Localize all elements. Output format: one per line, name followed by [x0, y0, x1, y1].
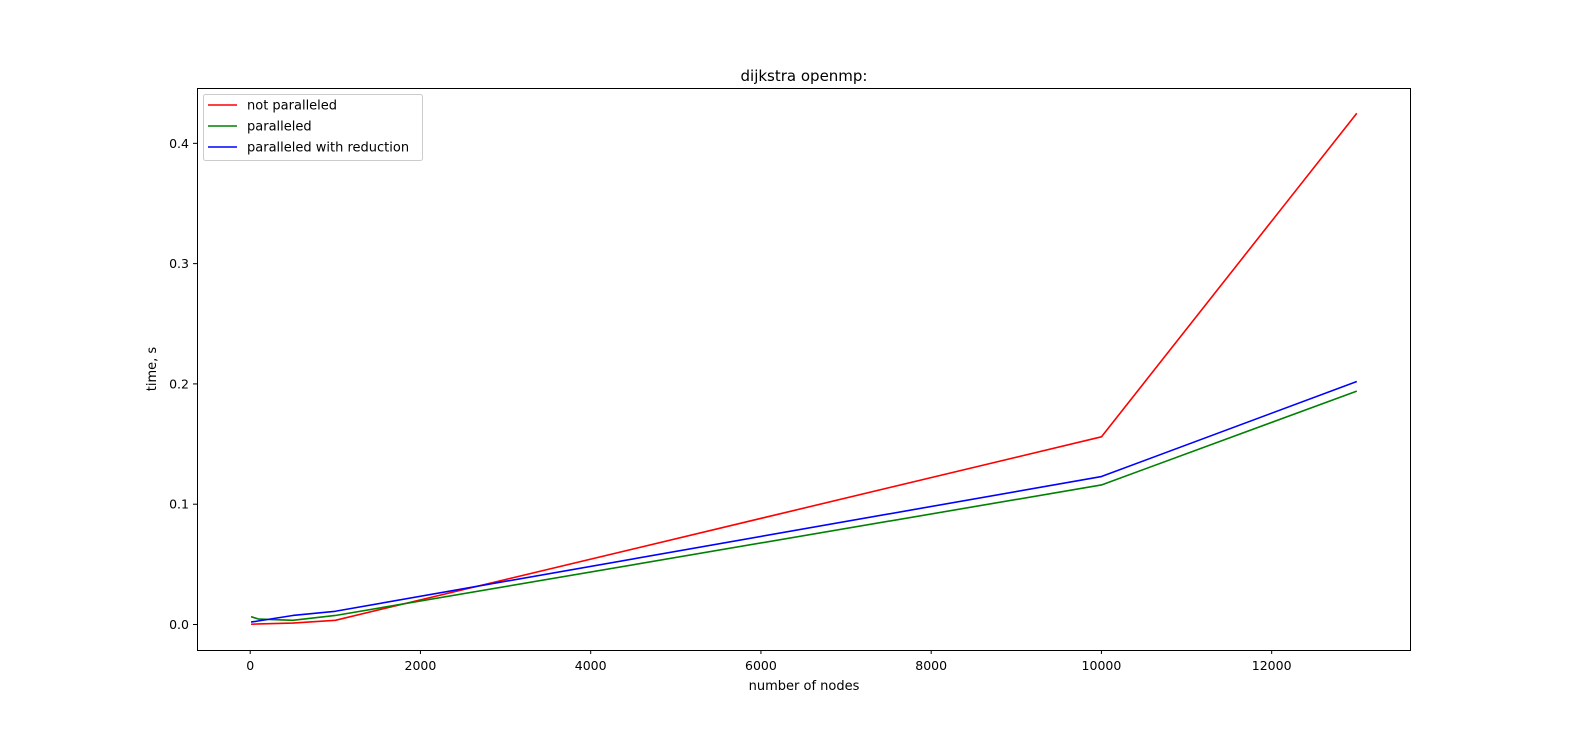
chart-title: dijkstra openmp: [741, 67, 868, 85]
legend-label-2: paralleled with reduction [247, 141, 409, 156]
legend-box [203, 94, 423, 161]
y-tick-label: 0.0 [169, 617, 189, 632]
x-tick-label: 4000 [575, 658, 607, 673]
x-tick-label: 12000 [1252, 658, 1292, 673]
y-axis: 0.0 0.1 0.2 0.3 0.4 [169, 136, 197, 632]
x-axis: 0 2000 4000 6000 8000 10000 12000 [246, 650, 1292, 673]
x-tick-label: 2000 [405, 658, 437, 673]
y-tick-label: 0.1 [169, 497, 189, 512]
x-tick-label: 10000 [1082, 658, 1122, 673]
plot-frame [197, 88, 1411, 651]
y-tick-label: 0.4 [169, 136, 189, 151]
x-axis-label: number of nodes [749, 679, 860, 694]
y-axis-label: time, s [145, 347, 160, 392]
legend-label-0: not paralleled [247, 99, 337, 114]
y-tick-label: 0.2 [169, 376, 189, 391]
x-tick-label: 8000 [915, 658, 947, 673]
legend: not paralleled paralleled paralleled with … [203, 94, 423, 161]
series-layer [250, 112, 1358, 626]
series-line-1 [250, 390, 1358, 622]
x-tick-label: 6000 [745, 658, 777, 673]
series-line-0 [251, 112, 1358, 626]
legend-label-1: paralleled [247, 120, 312, 135]
y-tick-label: 0.3 [169, 256, 189, 271]
x-tick-label: 0 [246, 658, 254, 673]
series-line-2 [250, 380, 1358, 623]
